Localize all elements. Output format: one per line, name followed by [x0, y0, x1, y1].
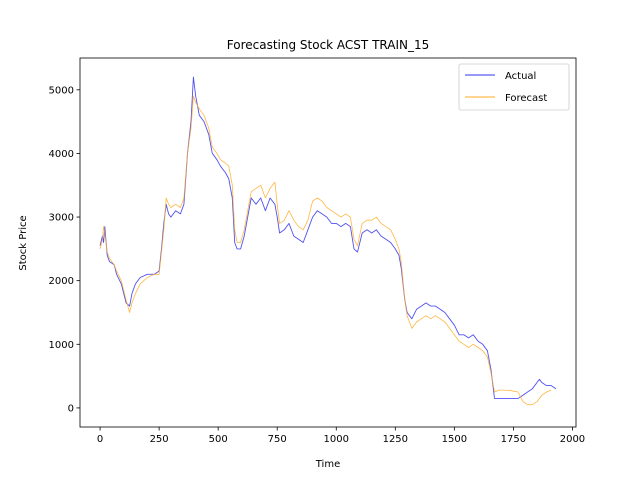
chart-title: Forecasting Stock ACST TRAIN_15: [227, 38, 430, 52]
legend-label-actual: Actual: [505, 71, 536, 82]
plot-frame: [79, 57, 577, 428]
y-tick-label: 2000: [49, 276, 74, 287]
x-axis: 0 250 500 750 1000 1250 1500 1750 2000: [97, 427, 585, 445]
y-tick-label: 3000: [49, 213, 74, 224]
x-tick-label: 500: [209, 434, 228, 445]
x-tick-label: 750: [268, 434, 287, 445]
x-tick-label: 250: [150, 434, 169, 445]
x-tick-label: 1500: [442, 434, 467, 445]
legend: Actual Forecast: [458, 63, 570, 111]
x-tick-label: 0: [97, 434, 103, 445]
x-axis-label: Time: [315, 459, 340, 470]
y-tick-label: 4000: [49, 149, 74, 160]
series-line-forecast: [99, 95, 552, 406]
x-tick-label: 1000: [324, 434, 349, 445]
x-tick-label: 1250: [383, 434, 408, 445]
y-axis-label: Stock Price: [18, 215, 29, 270]
x-tick-label: 1750: [501, 434, 526, 445]
y-tick-label: 1000: [49, 340, 74, 351]
y-tick-label: 5000: [49, 85, 74, 96]
x-tick-label: 2000: [560, 434, 585, 445]
y-axis: 0 1000 2000 3000 4000 5000: [49, 85, 80, 414]
legend-label-forecast: Forecast: [505, 93, 547, 104]
series-line-actual: [99, 76, 557, 399]
y-tick-label: 0: [68, 403, 74, 414]
